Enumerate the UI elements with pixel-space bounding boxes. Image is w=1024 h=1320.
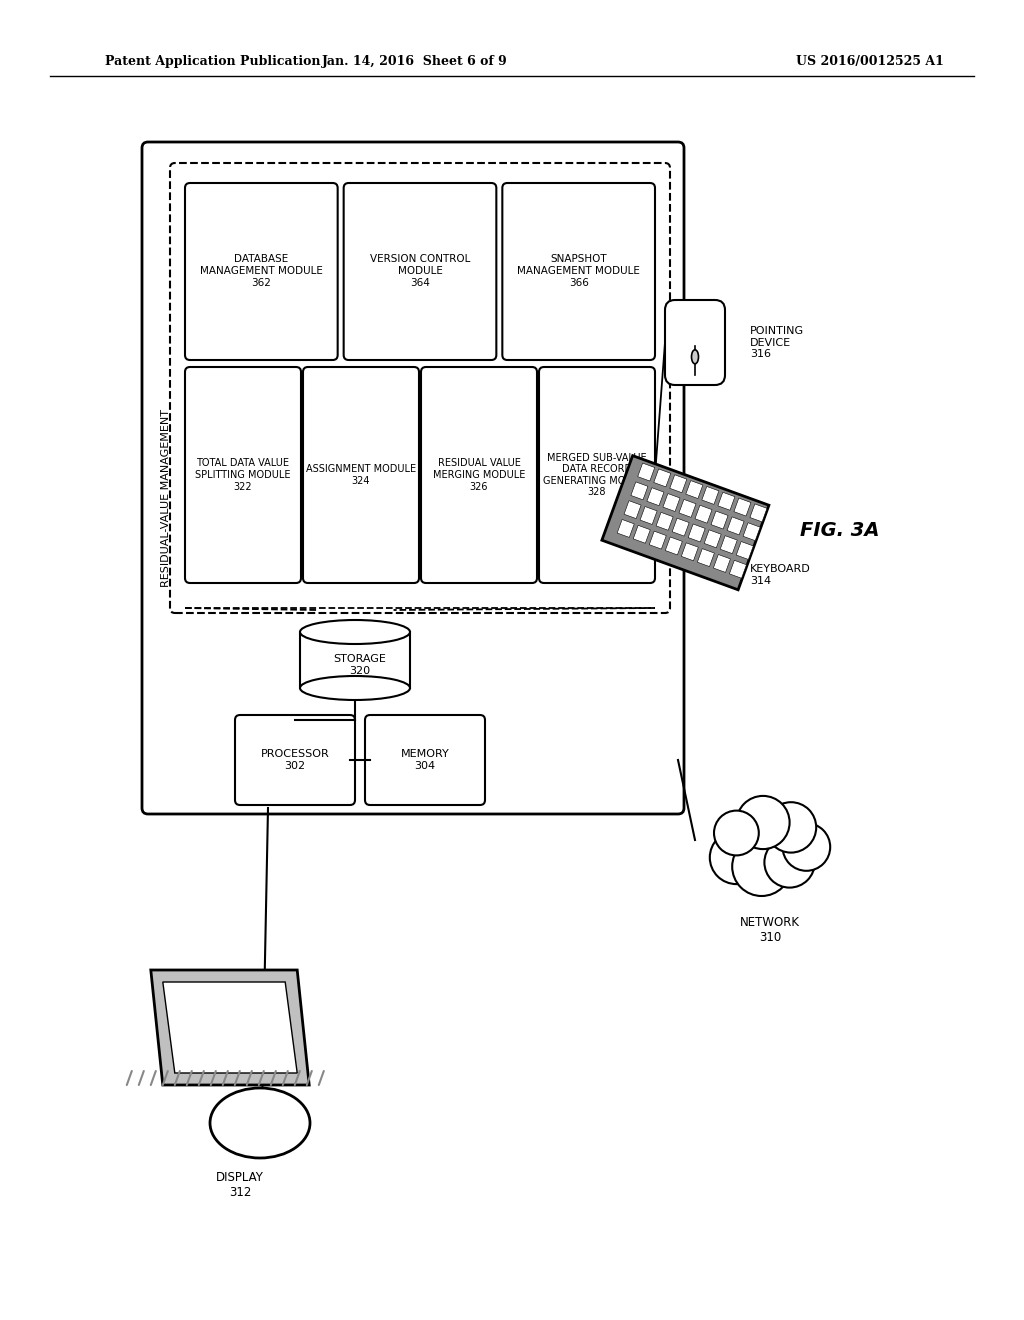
Polygon shape — [711, 511, 728, 529]
Circle shape — [714, 810, 759, 855]
Polygon shape — [705, 529, 721, 548]
Ellipse shape — [300, 620, 410, 644]
Polygon shape — [697, 549, 715, 566]
Circle shape — [736, 796, 790, 849]
FancyBboxPatch shape — [365, 715, 485, 805]
Polygon shape — [681, 543, 698, 561]
FancyBboxPatch shape — [142, 143, 684, 814]
Polygon shape — [679, 499, 696, 517]
Text: STORAGE
320: STORAGE 320 — [334, 655, 386, 676]
Text: RESIDUAL-VALUE MANAGEMENT
SYSTEM
300: RESIDUAL-VALUE MANAGEMENT SYSTEM 300 — [162, 409, 195, 587]
Polygon shape — [151, 970, 309, 1085]
FancyBboxPatch shape — [344, 183, 497, 360]
Text: DATABASE
MANAGEMENT MODULE
362: DATABASE MANAGEMENT MODULE 362 — [200, 255, 323, 288]
Polygon shape — [727, 517, 744, 535]
Ellipse shape — [300, 620, 410, 644]
Polygon shape — [718, 492, 735, 511]
Polygon shape — [640, 507, 657, 524]
Polygon shape — [743, 523, 760, 541]
FancyBboxPatch shape — [665, 300, 725, 385]
Circle shape — [710, 830, 763, 884]
Polygon shape — [714, 554, 730, 573]
Polygon shape — [695, 506, 712, 523]
Polygon shape — [686, 480, 702, 499]
Ellipse shape — [210, 1088, 310, 1158]
FancyBboxPatch shape — [185, 183, 338, 360]
Polygon shape — [631, 482, 648, 500]
Text: KEYBOARD
314: KEYBOARD 314 — [750, 564, 811, 586]
FancyBboxPatch shape — [170, 162, 670, 612]
Text: US 2016/0012525 A1: US 2016/0012525 A1 — [796, 55, 944, 69]
Circle shape — [732, 837, 791, 896]
Polygon shape — [729, 560, 746, 578]
FancyBboxPatch shape — [234, 715, 355, 805]
Text: DISPLAY
312: DISPLAY 312 — [216, 1171, 264, 1199]
Circle shape — [764, 837, 815, 887]
Polygon shape — [670, 475, 687, 492]
Polygon shape — [666, 537, 682, 554]
Text: Jan. 14, 2016  Sheet 6 of 9: Jan. 14, 2016 Sheet 6 of 9 — [323, 55, 508, 69]
Text: PROCESSOR
302: PROCESSOR 302 — [261, 750, 330, 771]
Polygon shape — [672, 519, 689, 536]
Ellipse shape — [691, 350, 698, 364]
Polygon shape — [734, 498, 751, 516]
FancyBboxPatch shape — [303, 367, 419, 583]
Text: FIG. 3A: FIG. 3A — [800, 520, 880, 540]
Polygon shape — [617, 520, 634, 537]
Text: RESIDUAL VALUE
MERGING MODULE
326: RESIDUAL VALUE MERGING MODULE 326 — [433, 458, 525, 491]
Text: VERSION CONTROL
MODULE
364: VERSION CONTROL MODULE 364 — [370, 255, 470, 288]
Polygon shape — [647, 487, 664, 506]
Ellipse shape — [300, 676, 410, 700]
Polygon shape — [701, 487, 719, 504]
Text: TOTAL DATA VALUE
SPLITTING MODULE
322: TOTAL DATA VALUE SPLITTING MODULE 322 — [196, 458, 291, 491]
Polygon shape — [602, 455, 769, 590]
Bar — [300, 632, 410, 688]
FancyBboxPatch shape — [503, 183, 655, 360]
Circle shape — [766, 803, 816, 853]
Polygon shape — [736, 541, 754, 560]
FancyBboxPatch shape — [421, 367, 537, 583]
Polygon shape — [653, 469, 671, 487]
Text: Patent Application Publication: Patent Application Publication — [105, 55, 321, 69]
Polygon shape — [656, 512, 673, 531]
Text: POINTING
DEVICE
316: POINTING DEVICE 316 — [750, 326, 804, 359]
Polygon shape — [720, 536, 737, 553]
Polygon shape — [624, 500, 641, 519]
Text: MERGED SUB-VALUE
DATA RECORD
GENERATING MODULE
328: MERGED SUB-VALUE DATA RECORD GENERATING … — [543, 453, 651, 498]
Text: NETWORK
310: NETWORK 310 — [740, 916, 800, 944]
Text: SNAPSHOT
MANAGEMENT MODULE
366: SNAPSHOT MANAGEMENT MODULE 366 — [517, 255, 640, 288]
Circle shape — [782, 824, 830, 871]
Polygon shape — [663, 494, 680, 512]
FancyBboxPatch shape — [539, 367, 655, 583]
Polygon shape — [633, 525, 650, 544]
Text: ASSIGNMENT MODULE
324: ASSIGNMENT MODULE 324 — [306, 465, 416, 486]
Polygon shape — [688, 524, 706, 543]
Polygon shape — [649, 531, 667, 549]
Polygon shape — [750, 504, 767, 521]
FancyBboxPatch shape — [185, 367, 301, 583]
Polygon shape — [638, 463, 654, 480]
Text: MEMORY
304: MEMORY 304 — [400, 750, 450, 771]
Polygon shape — [163, 982, 297, 1073]
